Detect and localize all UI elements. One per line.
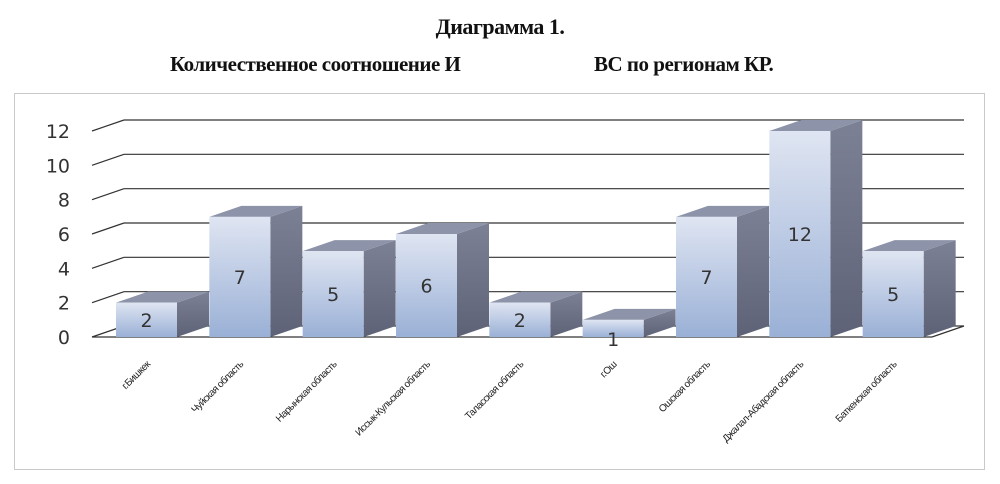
y-tick-label: 6 [58,224,70,246]
bars [116,120,956,337]
bar-front [209,216,271,337]
bar-top [489,291,583,303]
bar-front [396,234,457,337]
bar-top [862,240,956,252]
bar-front [116,302,177,337]
bar-top [302,240,396,252]
bar-side [550,291,583,337]
bar-front [582,319,644,337]
data-label: 5 [327,284,339,306]
data-label: 1 [607,329,619,351]
x-tick-label: Иссык-Кульская область [353,358,433,438]
bar-front [862,251,924,337]
bar-top [769,120,863,131]
x-tick-label: Ошская область [656,358,713,415]
chart-subtitle-right: ВС по регионам КР. [594,52,774,76]
gridline-depth [91,188,125,201]
y-tick-label: 4 [58,258,70,280]
bar-side [270,205,303,337]
bar-top [676,205,769,217]
bar-front [302,251,364,337]
bar [209,205,303,337]
x-tick-label: Нарынская область [273,358,339,424]
bar-side [363,240,396,337]
data-label: 2 [514,310,526,332]
gridline-depth [91,256,125,269]
bar [769,120,863,337]
bar-top [396,223,489,234]
x-tick-label: г.Ош [598,359,619,380]
bar [489,291,583,337]
chart-title: Диаграмма 1. [435,14,565,39]
x-tick-label: г.Бишкек [120,358,153,391]
data-label: 7 [234,267,246,289]
bar-top [116,291,209,303]
gridline-depth [91,119,125,132]
floor-edge-right [931,325,965,338]
y-tick-label: 2 [58,293,70,315]
bar [302,240,396,337]
bar [862,240,956,337]
data-label: 12 [788,224,812,246]
bar-side [923,240,956,337]
chart-subtitle-left: Количественное соотношение И [170,52,461,76]
y-tick-label: 0 [58,327,70,349]
bar [116,291,209,337]
x-tick-label: Джалал-Абадская область [720,358,806,444]
bar-side [177,291,209,337]
bar-side [830,120,863,337]
bar-side [737,205,769,337]
gridline-depth [91,291,125,304]
bar [396,223,489,337]
x-tick-label: Чуйская область [189,358,246,415]
bar-top [582,308,676,320]
bar-front [489,302,551,337]
x-tick-label: Баткенская область [833,358,899,424]
gridline-depth [91,222,125,235]
data-label: 6 [420,276,432,298]
gridline-depth [91,153,125,166]
bar-side [457,223,489,337]
bar [582,308,676,337]
bar-top [209,205,303,217]
bar-side [643,308,676,337]
bar-front [769,131,831,337]
bar [676,205,769,337]
y-tick-label: 8 [58,190,70,212]
chart-frame [14,93,985,470]
data-label: 2 [140,310,152,332]
data-label: 7 [700,267,712,289]
data-label: 5 [887,284,899,306]
y-tick-label: 10 [46,155,70,177]
y-tick-label: 12 [46,121,70,143]
x-tick-label: Таласская область [462,358,526,422]
bar-front [676,216,737,337]
